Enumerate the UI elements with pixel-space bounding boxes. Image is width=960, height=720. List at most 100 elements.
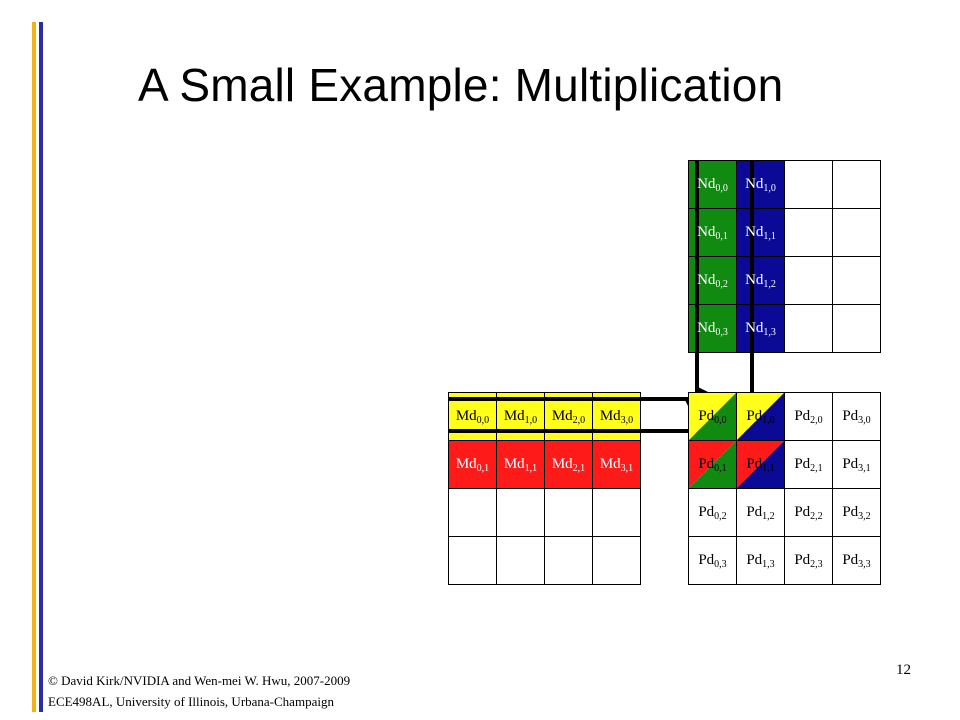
nd-cell-index: 1,3 [763,326,776,338]
pd-cell-split-fill [689,441,736,488]
pd-cell-index: 2,1 [810,462,823,474]
nd-cell [833,209,881,257]
pd-cell: Pd0,1 [689,441,737,489]
accent-bar-yellow [32,22,36,712]
pd-cell: Pd2,3 [785,537,833,585]
md-cell: Md0,0 [449,393,497,441]
nd-cell [833,161,881,209]
md-matrix: Md0,0 Md1,0 Md2,0 Md3,0 Md0,1 Md1,1 Md2,1 Md3,1 [448,392,641,585]
pd-cell-label: Pd3,2 [842,504,870,522]
nd-cell: Nd0,3 [689,305,737,353]
pd-cell: Pd0,2 [689,489,737,537]
nd-cell-base: Nd [697,175,716,192]
footer-course: ECE498AL, University of Illinois, Urbana… [48,694,334,709]
md-cell-index: 2,0 [572,414,586,426]
md-cell: Md3,1 [593,441,641,489]
md-cell-index: 3,0 [620,414,634,426]
md-cell-label: Md3,1 [600,456,633,474]
md-cell [593,489,641,537]
md-cell: Md3,0 [593,393,641,441]
md-cell-base: Md [551,455,573,472]
pd-cell-label: Pd1,3 [746,552,774,570]
pd-cell-base: Pd [746,455,763,472]
pd-cell: Pd3,0 [833,393,881,441]
md-cell-label: Md0,0 [456,408,489,426]
nd-cell [785,209,833,257]
pd-cell: Pd3,2 [833,489,881,537]
nd-cell: Nd0,1 [689,209,737,257]
pd-cell-base: Pd [842,503,859,520]
md-cell: Md1,1 [497,441,545,489]
pd-cell-index: 3,0 [858,414,871,426]
pd-cell-label: Pd0,2 [698,504,726,522]
nd-cell-label: Nd1,2 [745,272,776,290]
nd-cell [833,305,881,353]
pd-cell-base: Pd [794,455,811,472]
pd-cell-index: 1,0 [762,414,775,426]
nd-cell-label: Nd0,1 [697,224,728,242]
pd-cell-base: Pd [698,455,715,472]
pd-cell-index: 2,3 [810,558,823,570]
pd-cell-base: Pd [842,551,859,568]
md-cell-base: Md [551,407,573,424]
nd-cell-label: Nd1,0 [745,176,776,194]
pd-cell-base: Pd [842,407,859,424]
md-cell-base: Md [599,455,621,472]
md-cell-label: Md1,0 [504,408,537,426]
nd-cell: Nd0,2 [689,257,737,305]
nd-cell-index: 0,0 [715,182,728,194]
nd-cell-index: 0,1 [715,230,728,242]
md-cell-base: Md [503,455,525,472]
pd-cell: Pd0,3 [689,537,737,585]
nd-cell-index: 1,2 [763,278,776,290]
pd-cell-index: 0,2 [714,510,727,522]
pd-cell: Pd2,2 [785,489,833,537]
nd-cell-base: Nd [697,223,716,240]
nd-cell-base: Nd [697,319,716,336]
pd-cell-label: Pd1,1 [746,456,774,474]
pd-cell: Pd1,1 [737,441,785,489]
pd-cell-label: Pd2,1 [794,456,822,474]
pd-cell: Pd2,0 [785,393,833,441]
page-number: 12 [896,662,911,678]
nd-cell [833,257,881,305]
md-cell [545,537,593,585]
nd-cell: Nd1,2 [737,257,785,305]
nd-cell [785,257,833,305]
pd-cell: Pd1,0 [737,393,785,441]
md-cell-index: 0,1 [476,462,490,474]
pd-cell-base: Pd [746,551,763,568]
pd-cell-index: 3,3 [858,558,871,570]
pd-cell-base: Pd [842,455,859,472]
nd-cell: Nd1,3 [737,305,785,353]
md-cell-index: 1,1 [524,462,538,474]
pd-cell: Pd1,2 [737,489,785,537]
md-cell-index: 0,0 [476,414,490,426]
pd-cell: Pd0,0 [689,393,737,441]
nd-cell-base: Nd [697,271,716,288]
pd-cell-label: Pd1,0 [746,408,774,426]
nd-cell-label: Nd1,1 [745,224,776,242]
nd-cell: Nd1,1 [737,209,785,257]
md-cell: Md2,0 [545,393,593,441]
md-cell-label: Md0,1 [456,456,489,474]
pd-cell-index: 2,0 [810,414,823,426]
pd-cell-split-fill [737,441,784,488]
pd-cell-label: Pd3,0 [842,408,870,426]
md-cell: Md0,1 [449,441,497,489]
accent-bar-blue [39,22,43,712]
pd-cell-base: Pd [698,503,715,520]
md-cell: Md1,0 [497,393,545,441]
pd-cell-label: Pd2,3 [794,552,822,570]
nd-cell [785,161,833,209]
md-cell-index: 1,0 [524,414,538,426]
pd-cell-index: 1,1 [762,462,775,474]
pd-cell-base: Pd [698,551,715,568]
pd-cell-base: Pd [794,503,811,520]
md-cell [497,537,545,585]
md-cell-base: Md [455,455,477,472]
md-cell-label: Md1,1 [504,456,537,474]
pd-cell-label: Pd3,1 [842,456,870,474]
md-cell: Md2,1 [545,441,593,489]
md-cell-base: Md [503,407,525,424]
